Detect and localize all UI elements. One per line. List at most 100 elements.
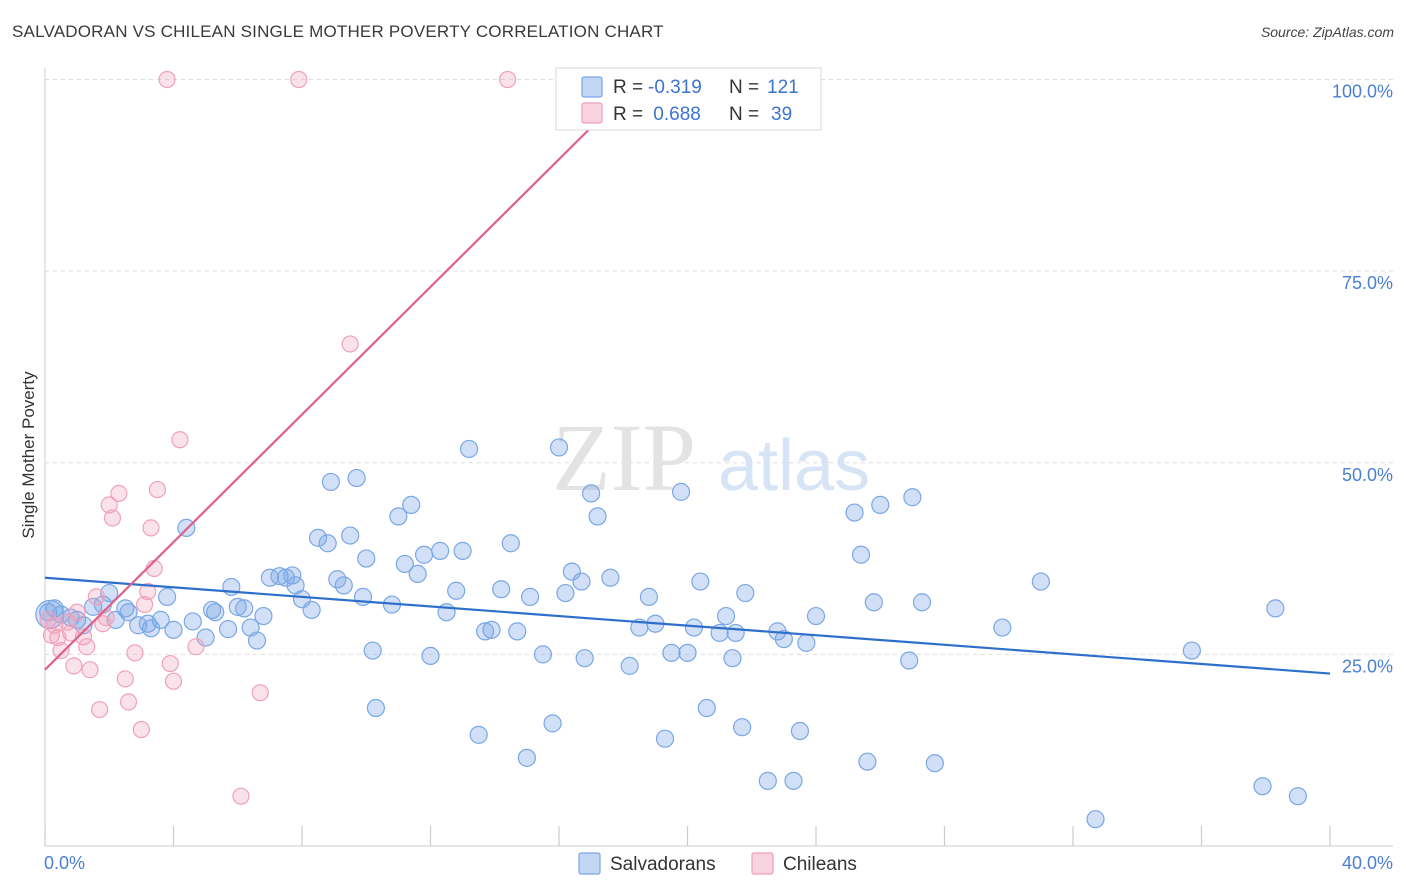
salvadorans-point xyxy=(736,583,755,603)
chileans-trend-line xyxy=(44,78,641,671)
salvadorans-point xyxy=(806,606,826,626)
y-tick-label-2: 75.0% xyxy=(1342,273,1393,293)
salvadorans-point xyxy=(431,541,450,560)
salvadorans-n-value: 121 xyxy=(767,77,799,98)
salvadorans-point xyxy=(308,528,328,547)
chileans-n-value: 39 xyxy=(771,104,792,125)
y-axis-title: Single Mother Poverty xyxy=(19,371,38,539)
chileans-swatch xyxy=(581,102,603,124)
salvadorans-point xyxy=(543,714,562,733)
salvadorans-point xyxy=(476,622,495,641)
chileans-point xyxy=(91,700,109,719)
salvadorans-point xyxy=(270,567,289,586)
salvadorans-point xyxy=(639,587,659,606)
salvadorans-point xyxy=(588,507,607,526)
chileans-point xyxy=(135,595,154,614)
chileans-point xyxy=(251,684,269,702)
salvadorans-point xyxy=(206,603,225,622)
salvadorans-point xyxy=(900,651,919,670)
chart-title: SALVADORAN VS CHILEAN SINGLE MOTHER POVE… xyxy=(12,22,664,41)
salvadorans-point xyxy=(459,439,479,459)
chileans-n-label: N = xyxy=(729,104,759,125)
salvadorans-point xyxy=(283,566,302,585)
salvadorans-point xyxy=(318,534,337,553)
salvadorans-point xyxy=(858,752,877,771)
salvadorans-point xyxy=(845,503,864,522)
salvadorans-point xyxy=(421,646,440,666)
salvadorans-point xyxy=(151,610,170,629)
salvadorans-point xyxy=(341,526,360,545)
salvadorans-point xyxy=(402,495,421,515)
salvadorans-point xyxy=(453,541,472,560)
salvadorans-r-label: R = xyxy=(613,77,643,98)
salvadorans-point xyxy=(389,507,408,526)
salvadorans-point xyxy=(575,649,594,668)
salvadorans-point xyxy=(758,771,777,790)
x-tick-label-0: 0.0% xyxy=(44,853,85,873)
salvadorans-point xyxy=(784,771,803,790)
bottom-legend: Salvadorans Chileans xyxy=(578,852,857,875)
salvadorans-point xyxy=(903,488,922,507)
chileans-point xyxy=(65,657,83,675)
chileans-point xyxy=(132,720,150,739)
legend-salvadorans-swatch xyxy=(578,852,601,875)
salvadorans-point xyxy=(1182,641,1201,660)
y-tick-label-3: 100.0% xyxy=(1332,82,1393,102)
salvadorans-point xyxy=(1288,787,1307,806)
salvadorans-point xyxy=(469,725,488,744)
tick-labels: 25.0% 50.0% 75.0% 100.0% 0.0% 40.0% xyxy=(44,82,1393,874)
chileans-point xyxy=(161,654,179,673)
chileans-point xyxy=(119,693,138,711)
chileans-point xyxy=(139,582,157,601)
salvadorans-point xyxy=(501,534,520,553)
source-label: Source: ZipAtlas.com xyxy=(1260,24,1394,40)
salvadorans-point xyxy=(228,597,247,616)
chileans-point xyxy=(126,644,144,662)
salvadorans-point xyxy=(482,620,501,639)
chileans-point xyxy=(49,628,67,647)
salvadorans-point xyxy=(164,620,183,639)
y-tick-label-0: 25.0% xyxy=(1342,656,1393,676)
salvadorans-points xyxy=(35,438,1307,829)
chileans-point xyxy=(290,70,308,89)
chileans-point xyxy=(81,661,99,679)
salvadorans-point xyxy=(119,603,138,622)
chileans-point xyxy=(171,431,189,449)
salvadorans-point xyxy=(655,729,675,748)
legend-salvadorans-label: Salvadorans xyxy=(610,854,716,875)
chileans-point xyxy=(187,638,205,656)
salvadorans-point xyxy=(508,622,527,641)
trend-lines xyxy=(44,78,1331,675)
salvadorans-point xyxy=(447,581,466,600)
salvadorans-point xyxy=(414,545,434,564)
chileans-point xyxy=(499,70,517,89)
salvadorans-point xyxy=(993,618,1012,637)
chileans-point xyxy=(52,641,70,660)
salvadorans-point xyxy=(196,628,215,647)
stats-legend: R = -0.319 N = 121 R = 0.688 N = 39 xyxy=(555,67,822,131)
chileans-point xyxy=(87,588,106,606)
salvadorans-point xyxy=(691,572,710,591)
salvadorans-point xyxy=(864,593,883,612)
salvadorans-point xyxy=(235,599,254,618)
watermark-zip: ZIP xyxy=(552,404,696,511)
salvadorans-point xyxy=(334,576,353,595)
salvadorans-n-label: N = xyxy=(729,77,759,98)
chileans-point xyxy=(74,628,93,646)
salvadorans-r-value: -0.319 xyxy=(648,77,702,98)
watermark: ZIP atlas xyxy=(552,404,870,511)
salvadorans-point xyxy=(100,583,119,603)
salvadorans-point xyxy=(254,606,273,626)
salvadorans-point xyxy=(912,593,932,612)
salvadorans-point xyxy=(247,631,267,650)
salvadorans-point xyxy=(572,572,591,591)
salvadorans-point xyxy=(395,554,414,574)
salvadorans-point xyxy=(601,568,620,587)
salvadorans-point xyxy=(1031,572,1050,591)
gridlines xyxy=(45,79,1395,655)
salvadorans-point xyxy=(790,721,810,741)
salvadorans-point xyxy=(582,484,601,503)
chileans-point xyxy=(100,496,118,514)
salvadorans-point xyxy=(925,754,944,773)
